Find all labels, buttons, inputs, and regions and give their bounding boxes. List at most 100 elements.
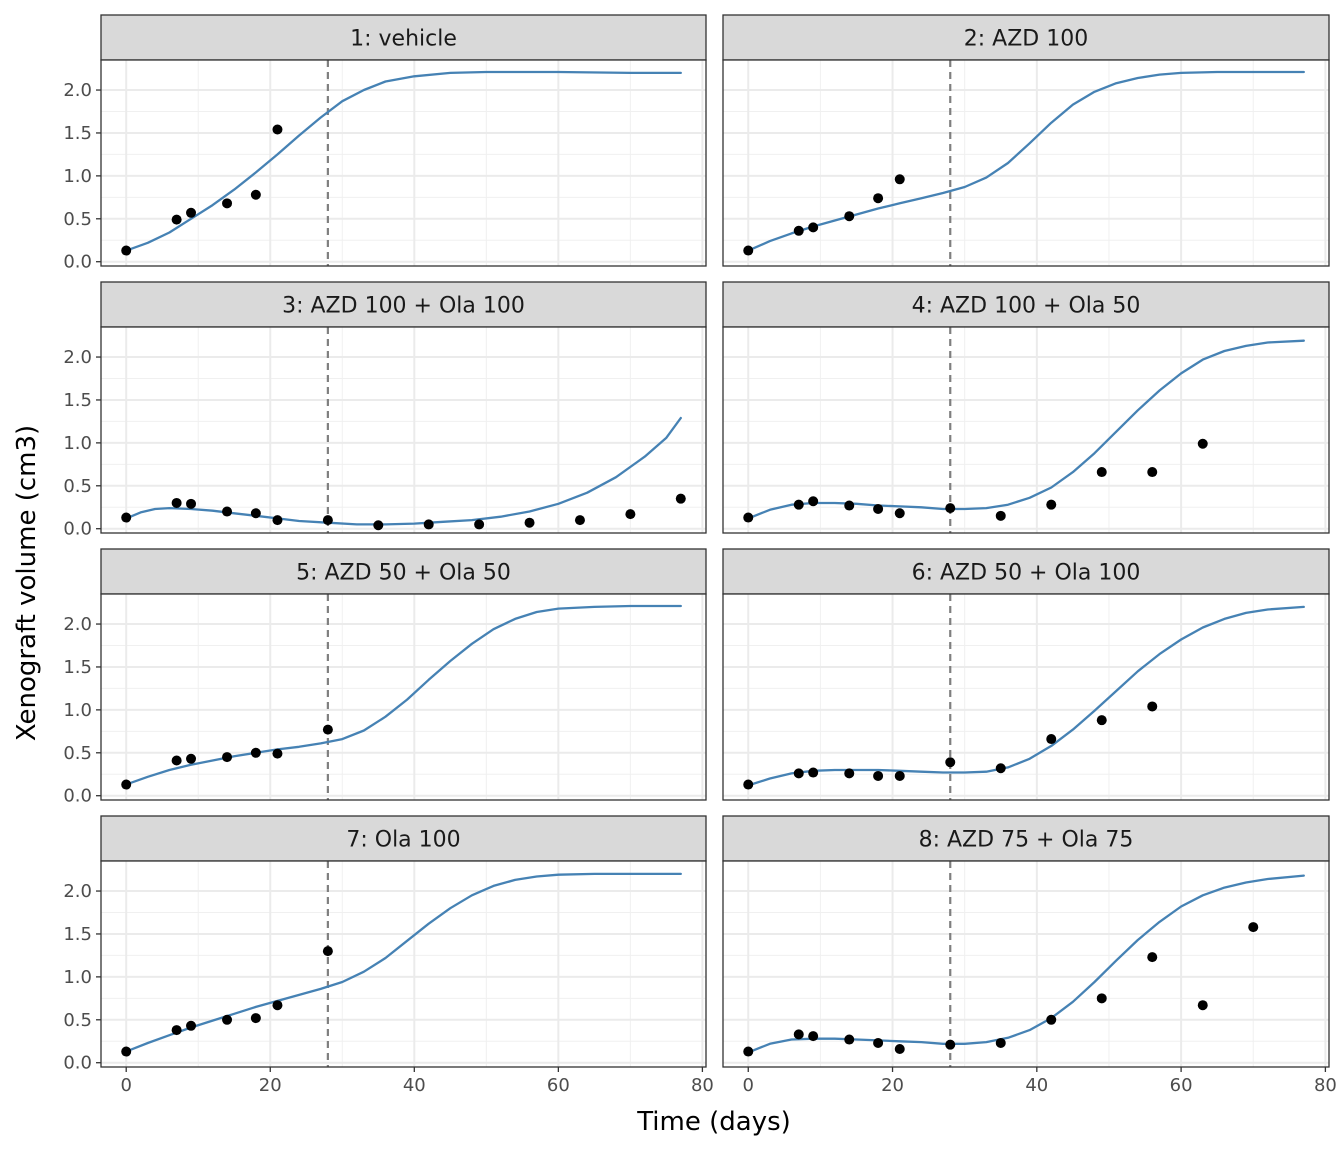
data-point: [995, 510, 1006, 521]
panel-border: [722, 59, 1330, 267]
data-point: [945, 1039, 956, 1050]
data-point: [675, 493, 686, 504]
y-tick-label: 0.5: [63, 209, 92, 230]
panel-border: [100, 326, 707, 534]
data-point: [250, 1013, 261, 1024]
data-point: [625, 509, 636, 520]
data-point: [793, 225, 804, 236]
panel-1: 1: vehicle 0.0 0.5 1.0 1.5 2.0: [63, 14, 707, 273]
data-point: [894, 770, 905, 781]
data-point: [186, 498, 197, 509]
x-tick-label: 80: [1314, 1075, 1337, 1096]
data-point: [171, 214, 182, 225]
panel-title: 3: AZD 100 + Ola 100: [282, 294, 525, 319]
panel-strip: [722, 14, 1330, 61]
data-point: [574, 515, 585, 526]
y-tick-label: 0.5: [63, 1010, 92, 1031]
panel-title: 1: vehicle: [350, 27, 457, 52]
data-point: [250, 508, 261, 519]
panel-4: 4: AZD 100 + Ola 50: [722, 281, 1330, 534]
plot-background: [101, 60, 706, 266]
panel-border: [100, 59, 707, 267]
panel-title: 5: AZD 50 + Ola 50: [296, 561, 511, 586]
panel-2: 2: AZD 100: [722, 14, 1330, 267]
y-tick-label: 1.0: [63, 700, 92, 721]
data-point: [873, 503, 884, 514]
plot-background: [101, 594, 706, 800]
data-point: [121, 245, 132, 256]
fitted-curve: [125, 70, 682, 252]
y-tick-label: 2.0: [63, 881, 92, 902]
y-tick-label: 0.0: [63, 1053, 92, 1074]
data-point: [743, 1046, 754, 1057]
panel-5: 5: AZD 50 + Ola 50 0.0 0.5 1.0 1.5 2.0: [63, 548, 707, 807]
data-point: [171, 497, 182, 508]
data-point: [373, 520, 384, 531]
y-tick-label: 2.0: [63, 80, 92, 101]
data-point: [250, 189, 261, 200]
data-point: [1147, 701, 1158, 712]
y-tick-label: 1.5: [63, 123, 92, 144]
data-point: [1046, 734, 1057, 745]
x-tick-label: 40: [1025, 1075, 1048, 1096]
panel-7: 7: Ola 100 0.0 0.5 1.0 1.5 2.0 0 20 40 60 80: [63, 815, 714, 1096]
data-point: [873, 1037, 884, 1048]
data-point: [945, 757, 956, 768]
y-tick-label: 0.0: [63, 252, 92, 273]
x-tick-label: 20: [881, 1075, 904, 1096]
data-point: [808, 767, 819, 778]
data-point: [524, 517, 535, 528]
data-point: [743, 779, 754, 790]
y-tick-label: 1.5: [63, 657, 92, 678]
data-point: [322, 515, 333, 526]
y-tick-label: 1.0: [63, 967, 92, 988]
data-point: [1096, 993, 1107, 1004]
data-point: [873, 770, 884, 781]
data-point: [272, 748, 283, 759]
panel-title: 6: AZD 50 + Ola 100: [912, 561, 1141, 586]
y-tick-label: 2.0: [63, 614, 92, 635]
y-tick-label: 0.0: [63, 786, 92, 807]
fitted-curve: [125, 872, 682, 1053]
data-point: [121, 779, 132, 790]
fitted-curve: [747, 70, 1305, 252]
fitted-curve: [747, 339, 1305, 520]
panel-6: 6: AZD 50 + Ola 100: [722, 548, 1330, 801]
data-point: [222, 198, 233, 209]
panel-title: 8: AZD 75 + Ola 75: [919, 828, 1134, 853]
panel-8: 8: AZD 75 + Ola 75 0 20 40 60 80: [722, 815, 1337, 1096]
data-point: [1197, 1000, 1208, 1011]
data-point: [186, 207, 197, 218]
plot-background: [723, 60, 1329, 266]
y-tick-label: 0.5: [63, 476, 92, 497]
data-point: [272, 515, 283, 526]
data-point: [1147, 467, 1158, 478]
data-point: [322, 724, 333, 735]
x-tick-label: 0: [120, 1075, 131, 1096]
data-point: [222, 506, 233, 517]
data-point: [222, 752, 233, 763]
plot-background: [723, 594, 1329, 800]
data-point: [272, 124, 283, 135]
data-point: [793, 499, 804, 510]
data-point: [272, 1000, 283, 1011]
data-point: [1147, 952, 1158, 963]
fitted-curve: [125, 416, 682, 526]
plot-background: [723, 861, 1329, 1067]
x-tick-label: 60: [1170, 1075, 1193, 1096]
y-tick-label: 1.0: [63, 166, 92, 187]
data-point: [171, 1025, 182, 1036]
data-point: [1096, 467, 1107, 478]
panel-3: 3: AZD 100 + Ola 100 0.0 0.5 1.0 1.5 2.0: [63, 281, 707, 540]
x-tick-label: 80: [691, 1075, 714, 1096]
panels-layer: 1: vehicle 0.0 0.5 1.0 1.5 2.0 2: AZD 100 3: AZ…: [63, 14, 1337, 1096]
data-point: [1096, 715, 1107, 726]
data-point: [121, 1046, 132, 1057]
data-point: [222, 1014, 233, 1025]
panel-strip: [100, 14, 707, 61]
data-point: [844, 1034, 855, 1045]
data-point: [945, 503, 956, 514]
data-point: [844, 211, 855, 222]
data-point: [873, 193, 884, 204]
